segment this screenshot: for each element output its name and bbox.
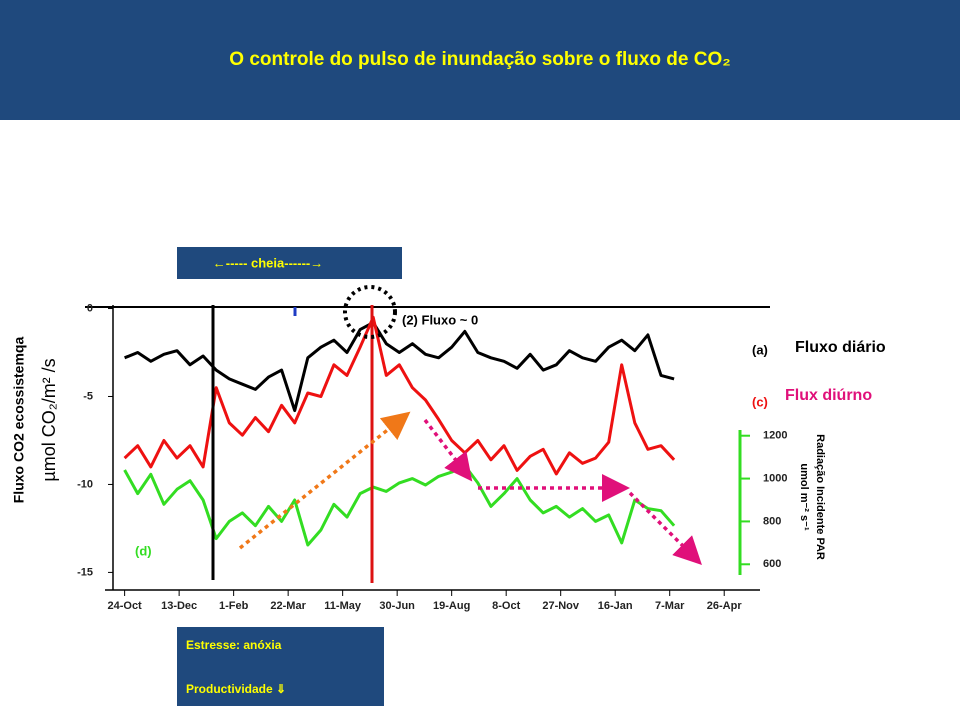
series-name: (c) bbox=[752, 394, 768, 409]
y2-label: Radiação Incidente PAR bbox=[814, 434, 826, 560]
productivity-label: Productividade ⇓ bbox=[186, 682, 286, 696]
stress-label: Estresse: anóxia bbox=[186, 638, 282, 652]
trend-arrow bbox=[423, 418, 473, 482]
y-tick-label: -15 bbox=[77, 566, 93, 578]
x-tick-label: 1-Feb bbox=[219, 600, 249, 612]
slide-title: O controle do pulso de inundação sobre o… bbox=[229, 49, 730, 70]
x-tick-label: 26-Apr bbox=[707, 600, 743, 612]
series-name: (d) bbox=[135, 543, 152, 558]
y2-unit: umol m⁻² s⁻¹ bbox=[798, 463, 810, 531]
y2-tick-label: 600 bbox=[763, 558, 781, 570]
x-tick-label: 16-Jan bbox=[598, 600, 633, 612]
zero-circle bbox=[343, 285, 397, 339]
x-tick-label: 22-Mar bbox=[270, 600, 306, 612]
diurnal-label: Flux diúrno bbox=[785, 387, 872, 404]
daily-label: Fluxo diário bbox=[795, 339, 886, 356]
y-tick-label: -5 bbox=[83, 390, 93, 402]
y2-tick-label: 1000 bbox=[763, 472, 787, 484]
y2-tick-label: 1200 bbox=[763, 430, 787, 442]
y-unit: µmol CO₂/m² /s bbox=[39, 358, 59, 481]
title-banner bbox=[0, 0, 960, 120]
x-tick-label: 8-Oct bbox=[492, 600, 520, 612]
y-label: Fluxo CO2 ecossistemqa bbox=[11, 337, 27, 504]
y-tick-label: -10 bbox=[77, 478, 93, 490]
series-line bbox=[123, 315, 676, 476]
x-tick-label: 24-Oct bbox=[107, 600, 142, 612]
plot: 0 -5 -10 -15 600 800 1000 1200 24-Oct 13-Dec 1-Feb… bbox=[77, 302, 787, 611]
series-line bbox=[123, 464, 676, 547]
trend-arrow bbox=[238, 411, 411, 550]
flood-box bbox=[177, 247, 402, 279]
flood-label: ←----- cheia------→ bbox=[213, 255, 323, 270]
zero-flux-label: (2) Fluxo ~ 0 bbox=[402, 312, 478, 327]
x-tick-label: 7-Mar bbox=[655, 600, 685, 612]
x-tick-label: 19-Aug bbox=[433, 600, 470, 612]
stress-box bbox=[177, 627, 384, 706]
x-tick-label: 30-Jun bbox=[379, 600, 415, 612]
x-tick-label: 13-Dec bbox=[161, 600, 197, 612]
y-tick-label: 0 bbox=[87, 302, 93, 314]
x-tick-label: 11-May bbox=[324, 600, 362, 612]
x-tick-label: 27-Nov bbox=[542, 600, 580, 612]
series-name: (a) bbox=[752, 342, 768, 357]
series-line bbox=[124, 321, 675, 413]
y2-tick-label: 800 bbox=[763, 515, 781, 527]
